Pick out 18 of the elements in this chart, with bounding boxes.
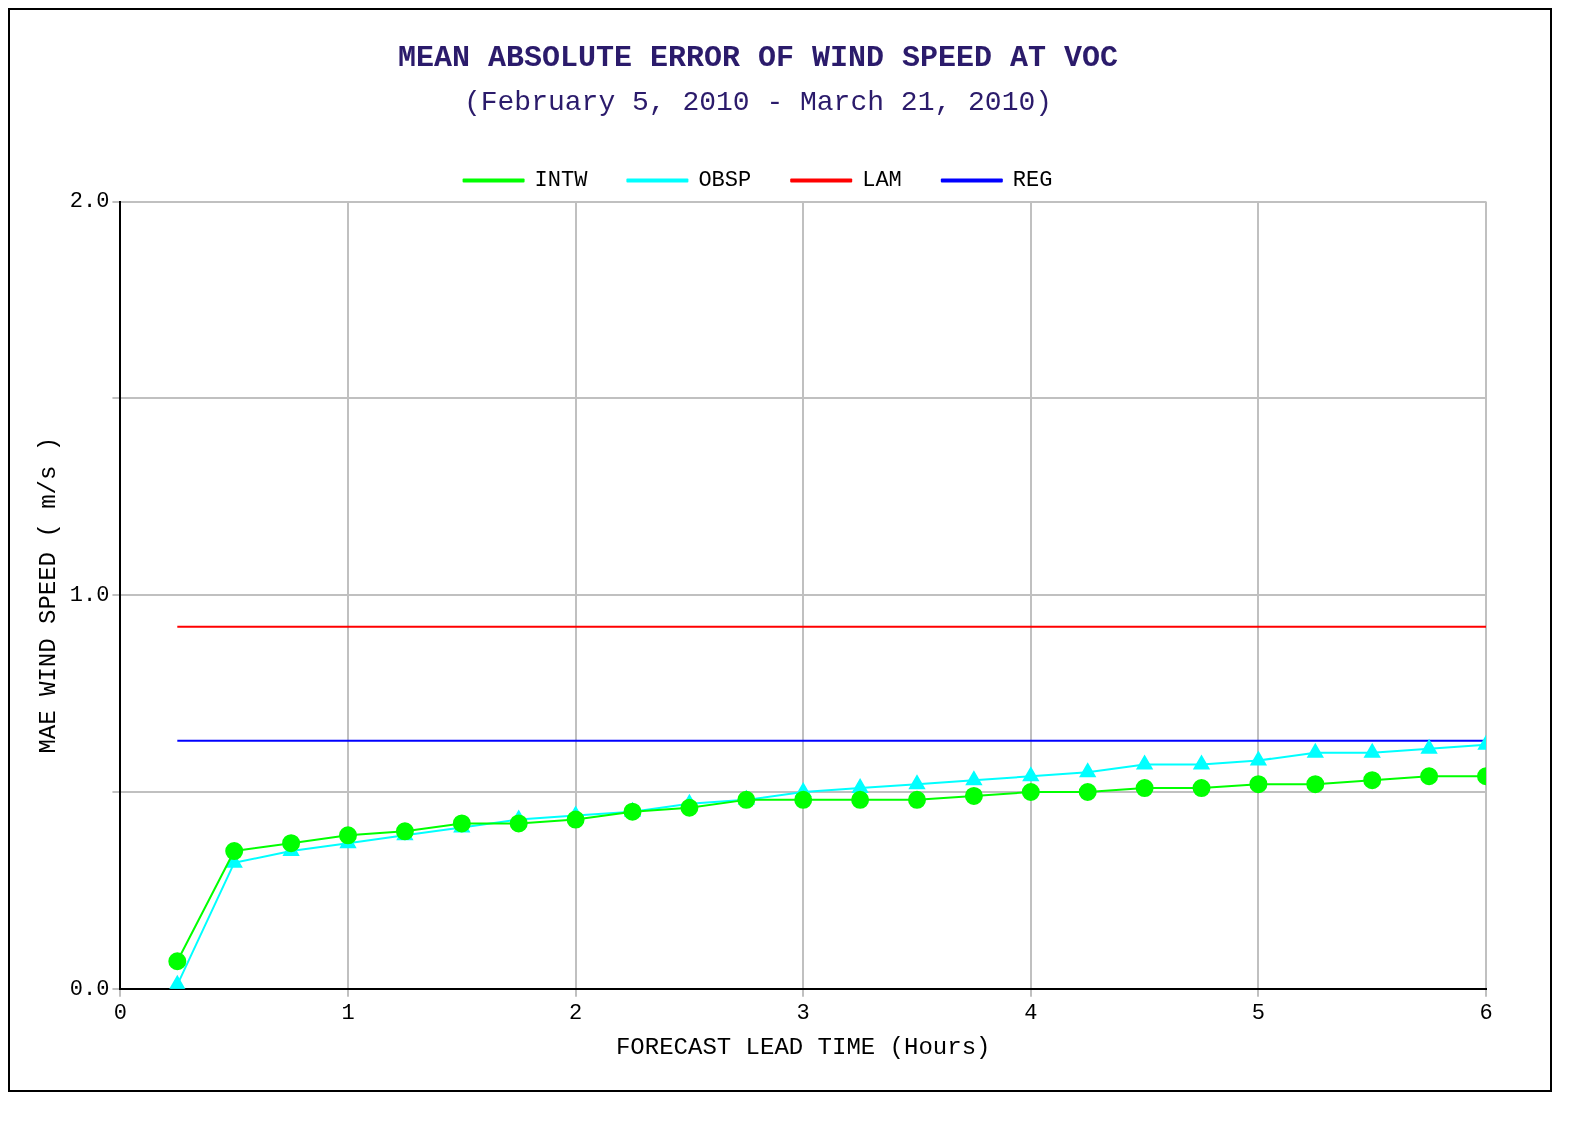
x-tick-label: 4 <box>1024 1000 1038 1026</box>
y-axis-title: MAE WIND SPEED ( m/s ) <box>34 436 62 754</box>
x-axis-title: FORECAST LEAD TIME (Hours) <box>615 1033 991 1061</box>
x-tick-label: 5 <box>1251 1000 1265 1026</box>
legend-label: LAM <box>862 168 902 194</box>
y-tick-label: 0.0 <box>69 976 110 1002</box>
legend-label: REG <box>1012 168 1053 194</box>
legend-label: OBSP <box>698 168 752 194</box>
chart-title: MEAN ABSOLUTE ERROR OF WIND SPEED AT VOC <box>397 40 1119 75</box>
chart-subtitle: (February 5, 2010 - March 21, 2010) <box>463 87 1053 119</box>
legend-label: INTW <box>534 168 589 194</box>
y-tick-label: 2.0 <box>69 189 110 215</box>
x-tick-label: 6 <box>1479 1000 1493 1026</box>
y-tick-label: 1.0 <box>69 583 110 609</box>
x-tick-label: 2 <box>569 1000 583 1026</box>
x-tick-label: 1 <box>341 1000 355 1026</box>
x-tick-label: 0 <box>113 1000 128 1026</box>
x-tick-label: 3 <box>796 1000 810 1026</box>
